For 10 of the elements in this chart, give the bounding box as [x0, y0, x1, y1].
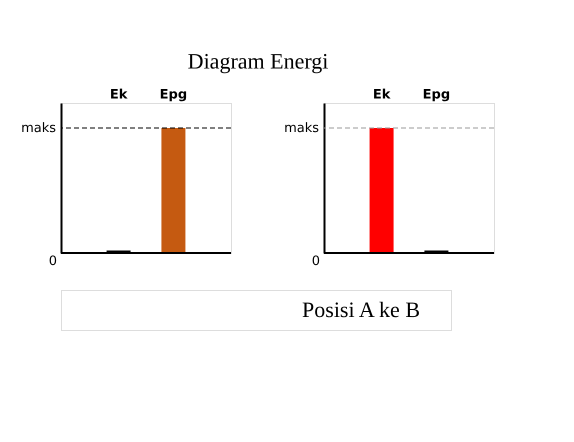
x-tick-label: Epg — [160, 88, 188, 102]
text: 0 — [48, 254, 57, 269]
chart-title: Diagram Energi — [188, 48, 328, 74]
ref-line-label: maks — [284, 121, 320, 136]
text: Posisi A ke B — [302, 297, 420, 322]
x-tick-label: Ek — [372, 88, 391, 102]
x-tick-label: Ek — [110, 88, 128, 102]
ref-line-label: maks — [21, 121, 56, 136]
text: 0 — [312, 254, 320, 269]
x-tick-label: Epg — [422, 88, 450, 102]
